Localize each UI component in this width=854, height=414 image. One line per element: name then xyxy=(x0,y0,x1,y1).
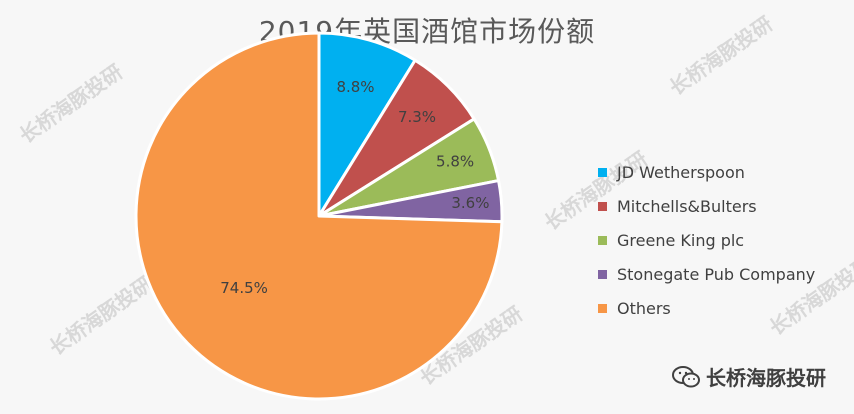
pie-slice xyxy=(134,31,504,401)
data-label: 8.8% xyxy=(336,78,374,96)
data-label: 74.5% xyxy=(220,279,268,297)
data-label: 5.8% xyxy=(436,153,474,171)
brand-text: 长桥海豚投研 xyxy=(706,366,826,390)
wechat-icon xyxy=(672,365,700,387)
legend: JD Wetherspoon Mitchells&Bulters Greene … xyxy=(598,155,815,325)
legend-item: Others xyxy=(598,291,815,325)
legend-label: Others xyxy=(617,298,671,318)
legend-item: JD Wetherspoon xyxy=(598,155,815,189)
legend-swatch xyxy=(598,201,607,211)
legend-swatch xyxy=(598,167,607,177)
brand: 长桥海豚投研 xyxy=(672,362,826,391)
legend-item: Greene King plc xyxy=(598,223,815,257)
pie-slice xyxy=(317,31,417,218)
legend-label: JD Wetherspoon xyxy=(617,162,745,182)
legend-swatch xyxy=(598,235,607,245)
legend-label: Stonegate Pub Company xyxy=(617,264,816,284)
legend-item: Mitchells&Bulters xyxy=(598,189,815,223)
data-label: 3.6% xyxy=(451,194,489,212)
data-label: 7.3% xyxy=(398,108,436,126)
legend-label: Mitchells&Bulters xyxy=(617,196,757,216)
legend-label: Greene King plc xyxy=(617,230,745,250)
legend-item: Stonegate Pub Company xyxy=(598,257,815,291)
legend-swatch xyxy=(598,303,607,313)
legend-swatch xyxy=(598,269,607,279)
